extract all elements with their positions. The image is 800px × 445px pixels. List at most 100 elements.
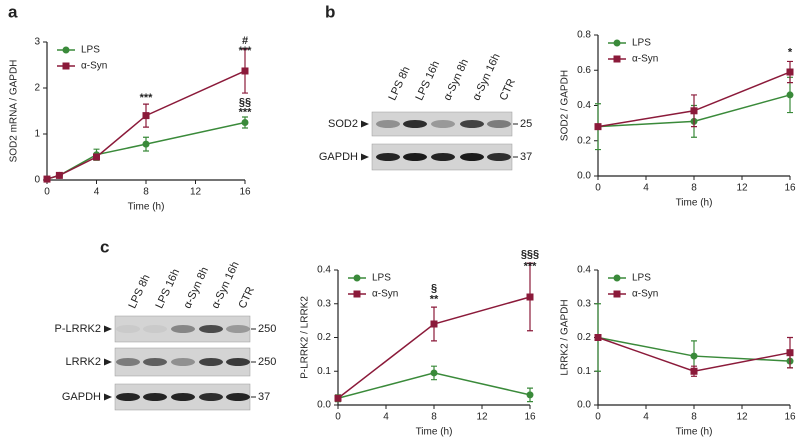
lane-label: CTR [236,285,256,311]
legend-label: LPS [632,38,651,49]
y-tick-label: 0 [34,175,40,186]
annotation: *** [239,107,253,119]
panel-label: c [100,237,109,256]
y-tick-label: 0.4 [577,100,591,111]
blot-band [376,153,400,161]
blot-band [171,358,195,366]
marker [613,39,621,47]
y-tick-label: 0.1 [577,366,591,377]
y-tick-label: 3 [34,37,40,48]
y-tick-label: 2 [34,83,40,94]
annotation: *** [524,261,538,273]
lane-label: LPS 16h [413,59,442,102]
blot-band [376,120,400,128]
x-tick-label: 4 [94,187,100,198]
x-tick-label: 16 [239,187,251,198]
marker [613,274,621,282]
annotation: § [431,282,437,294]
y-tick-label: 0.2 [317,332,331,343]
marker [786,91,794,99]
lane-label: α-Syn 8h [441,57,471,102]
blot-band [431,153,455,161]
blot-band [487,120,511,128]
y-tick-label: 0.0 [577,171,591,182]
annotation: §§ [239,97,251,109]
x-tick-label: 8 [691,412,697,423]
x-tick-label: 8 [143,187,149,198]
blot-band [143,358,167,366]
blot-strip [371,111,513,137]
annotation: # [242,35,248,47]
marker [430,320,438,328]
marker [93,153,100,161]
lane-label: LPS 8h [386,65,412,103]
size-marker: 37 [520,151,532,163]
marker [613,290,621,298]
lane-label: LPS 16h [153,267,182,310]
x-tick-label: 4 [383,412,389,423]
x-axis-label: Time (h) [676,427,713,438]
row-arrow [104,358,112,366]
row-arrow [104,393,112,401]
panel-label: a [8,2,18,21]
row-arrow [361,120,369,128]
blot-band [171,393,195,401]
annotation: *** [239,45,253,57]
marker [690,107,698,115]
panel-label: b [325,2,335,21]
row-label: SOD2 [328,118,358,130]
marker [241,67,249,75]
x-tick-label: 12 [190,187,202,198]
legend-label: α-Syn [372,289,398,300]
x-tick-label: 16 [524,412,536,423]
blot-band [226,358,250,366]
x-tick-label: 0 [44,187,50,198]
marker [62,62,70,70]
x-axis-label: Time (h) [416,427,453,438]
x-tick-label: 16 [784,412,796,423]
y-tick-label: 0.8 [577,30,591,41]
y-tick-label: 0.0 [317,400,331,411]
y-axis-label: P-LRRK2 / LRRK2 [300,296,311,379]
y-tick-label: 0.3 [577,298,591,309]
blot-band [460,120,484,128]
blot-band [199,358,223,366]
marker [334,394,342,402]
legend-label: α-Syn [81,61,107,72]
x-tick-label: 12 [476,412,488,423]
size-marker: 25 [520,118,532,130]
y-tick-label: 0.1 [317,366,331,377]
y-axis-label: LRRK2 / GAPDH [560,299,571,375]
y-axis-label: SOD2 / GAPDH [560,70,571,141]
legend-label: LPS [632,273,651,284]
marker [241,119,249,126]
size-marker: 37 [258,391,270,403]
marker [594,334,602,341]
legend-label: LPS [81,45,100,56]
x-tick-label: 8 [691,183,697,194]
x-tick-label: 0 [595,183,601,194]
blot-band [116,393,140,401]
y-tick-label: 0.3 [317,298,331,309]
blot-strip [114,315,251,343]
y-tick-label: 0.2 [577,332,591,343]
marker [142,112,150,120]
y-axis-label: SOD2 mRNA / GAPDH [9,60,20,163]
lane-label: α-Syn 8h [181,265,211,310]
blot-band [199,393,223,401]
marker [786,349,794,357]
axis-line [597,270,790,406]
annotation: *** [140,92,154,104]
x-tick-label: 8 [431,412,437,423]
x-tick-label: 12 [736,183,748,194]
row-label: GAPDH [62,391,101,403]
lane-label: CTR [497,77,517,103]
marker [353,274,361,282]
blot-band [431,120,455,128]
legend-label: α-Syn [632,289,658,300]
x-axis-label: Time (h) [128,202,165,213]
marker [55,171,63,179]
marker [43,175,51,183]
blot-band [226,325,250,333]
